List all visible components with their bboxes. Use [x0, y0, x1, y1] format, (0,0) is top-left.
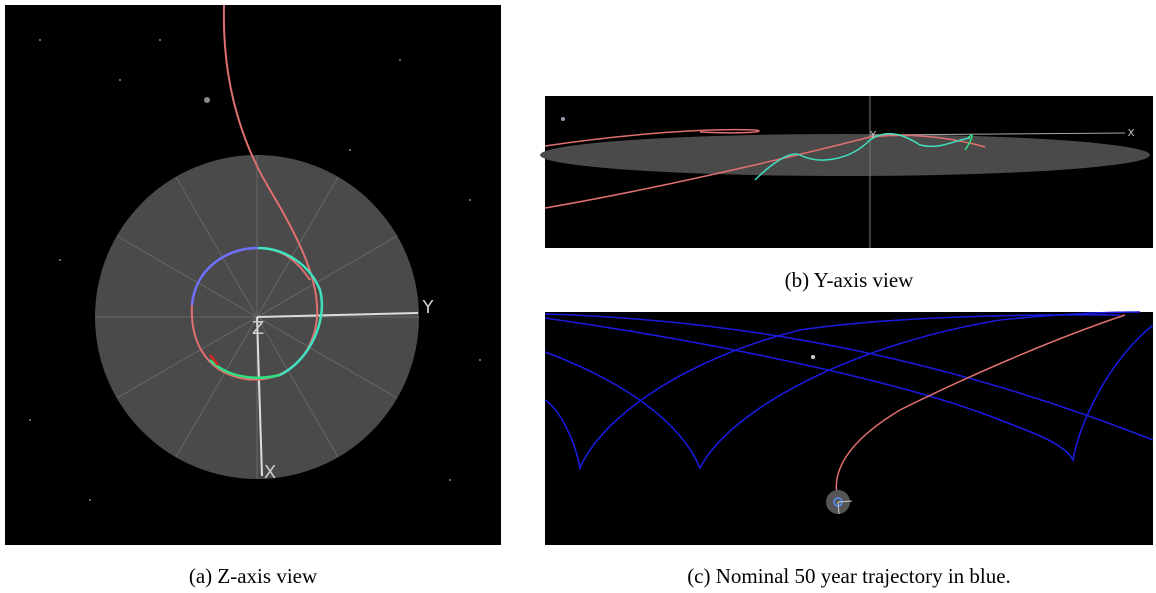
figure: Z Y X (a) Z-axis view Y X (b) Y-axis vie…	[0, 0, 1156, 593]
figure-canvas: Z Y X (a) Z-axis view Y X (b) Y-axis vie…	[0, 0, 1156, 593]
reference-disk	[540, 134, 1150, 176]
axis-label: X	[264, 462, 276, 483]
caption: (b) Y-axis view	[785, 268, 915, 292]
axis-label: Z	[252, 318, 264, 339]
axis-label: Y	[422, 297, 435, 318]
axis-label: Y	[869, 130, 877, 141]
axis-label: X	[1128, 128, 1135, 139]
caption: (a) Z-axis view	[189, 564, 318, 588]
render-background	[545, 312, 1153, 545]
panel-a: Z Y X (a) Z-axis view	[5, 5, 501, 588]
caption: (c) Nominal 50 year trajectory in blue.	[687, 564, 1011, 588]
star	[561, 117, 565, 121]
panel-c: (c) Nominal 50 year trajectory in blue.	[545, 312, 1153, 588]
panel-b: Y X (b) Y-axis view	[540, 96, 1153, 292]
star	[811, 355, 815, 359]
